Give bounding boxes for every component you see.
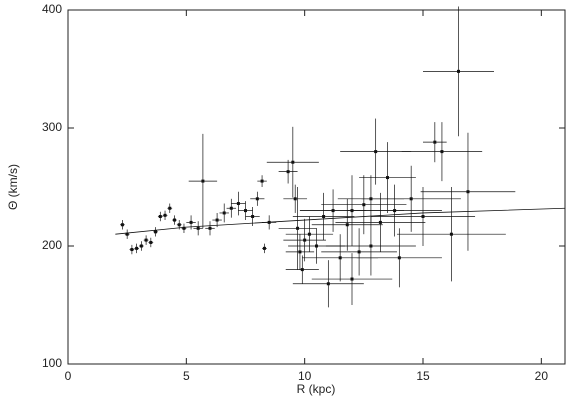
data-point [303,238,307,242]
data-point [386,176,389,180]
data-point [298,250,302,254]
plot-frame [67,9,566,365]
data-point [338,256,342,260]
data-point [397,256,401,260]
data-point [208,226,212,230]
data-point [409,197,413,201]
data-point [120,223,124,227]
data-point [291,160,295,164]
y-tick-label: 100 [42,356,62,370]
data-point [149,240,153,244]
data-point [168,206,172,210]
data-point [139,244,143,248]
y-tick-label: 300 [42,120,62,134]
data-point [378,220,382,224]
data-point [326,282,330,286]
data-point [229,206,233,210]
y-tick-label: 200 [42,238,62,252]
data-point [300,268,304,272]
data-point [173,218,176,222]
data-point [222,211,226,215]
data-point [362,203,366,207]
data-point [260,179,264,183]
data-point [182,226,186,230]
data-point [262,246,266,250]
data-point [440,150,444,154]
x-tick-label: 15 [416,369,430,383]
data-point [374,150,378,154]
x-tick-label: 5 [183,369,190,383]
data-point [466,190,470,194]
data-point [307,232,311,236]
x-tick-label: 10 [298,369,312,383]
data-point [322,215,326,218]
data-point [154,230,158,234]
x-axis-label: R (kpc) [297,382,336,396]
data-point [267,220,271,224]
data-point [163,213,167,217]
data-point [215,218,219,222]
data-point [286,170,290,174]
data-point [369,244,373,248]
data-point [433,140,437,144]
data-point [196,226,200,230]
data-point [236,202,240,206]
data-point [315,244,318,248]
data-point [251,215,255,218]
y-tick-label: 400 [42,2,62,16]
data-point [457,69,460,73]
data-point [158,215,162,218]
data-point [350,209,354,213]
data-point [296,226,300,230]
data-point [125,232,129,236]
data-point [345,223,349,227]
data-point [189,220,193,224]
data-point [201,179,205,183]
data-point [449,232,453,236]
y-axis-label: Θ (km/s) [6,164,20,210]
x-tick-label: 0 [65,369,72,383]
data-point [130,248,134,252]
data-point [255,197,259,201]
data-point [144,238,148,242]
x-tick-label: 20 [535,369,549,383]
data-point [357,250,361,254]
data-point [350,277,354,281]
data-point [177,223,181,227]
data-point [421,215,425,218]
data-point [244,209,247,213]
data-point [135,246,139,250]
data-point [293,197,297,201]
model-curve [115,207,566,235]
